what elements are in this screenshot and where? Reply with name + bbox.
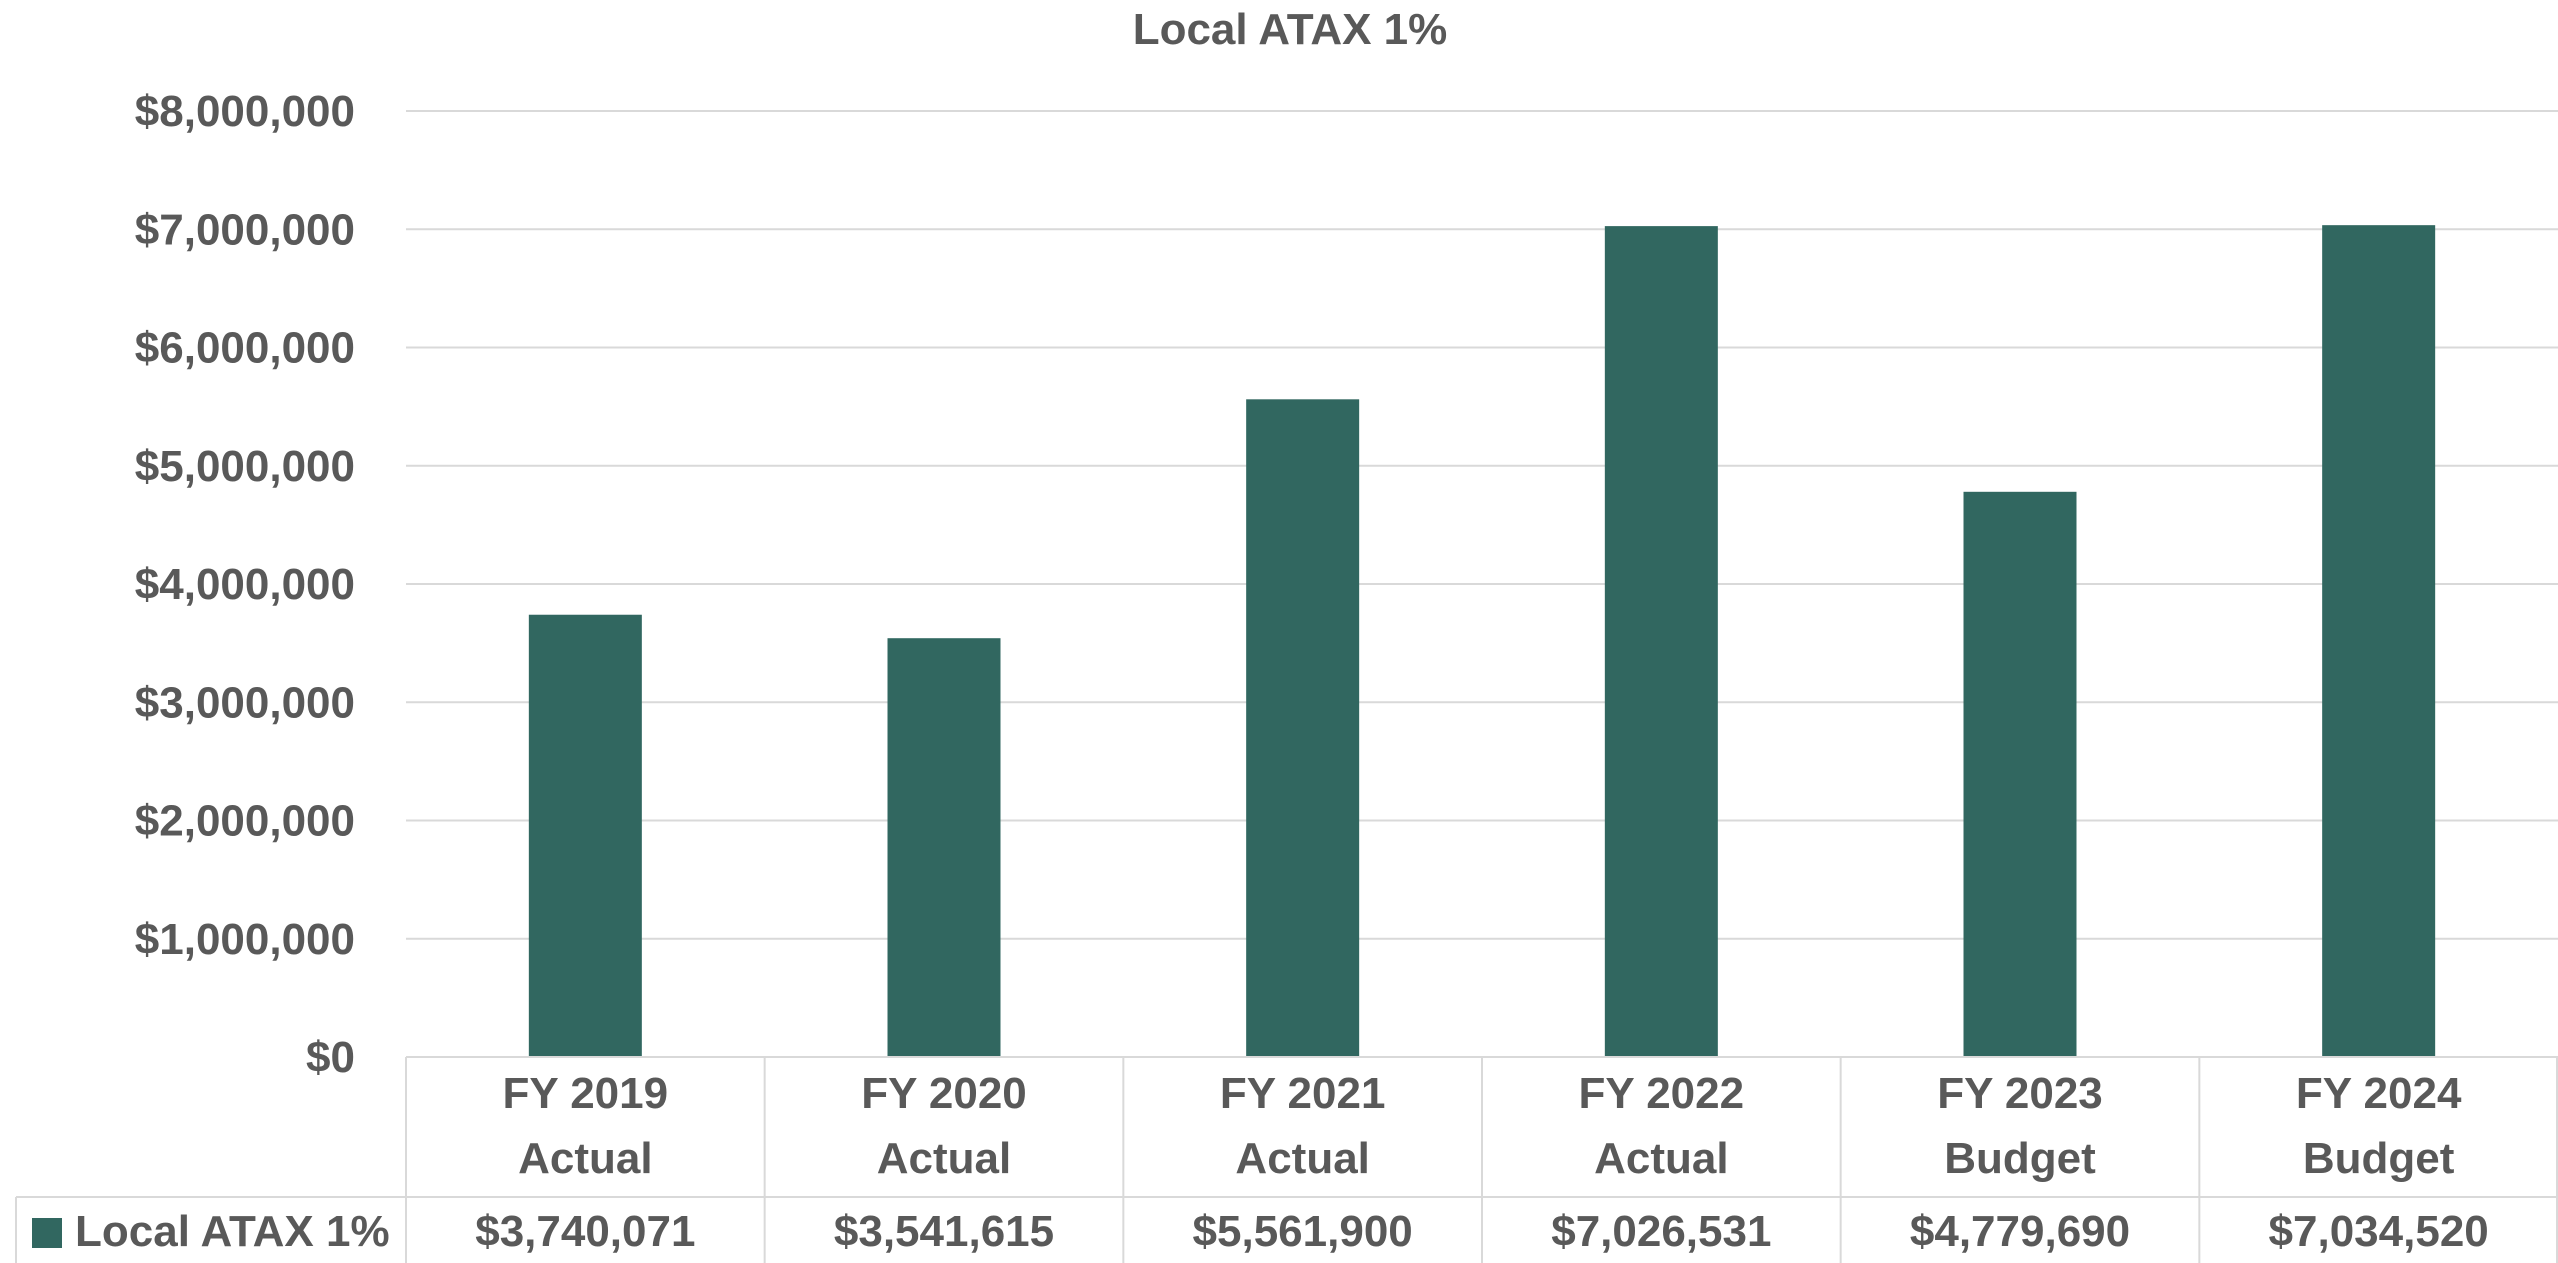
x-category-label-line2: Budget	[1944, 1134, 2096, 1183]
x-category-label-line2: Actual	[518, 1134, 652, 1183]
legend-swatch	[32, 1218, 62, 1248]
x-category-label: FY 2023	[1937, 1069, 2103, 1118]
x-category-label: FY 2020	[861, 1069, 1027, 1118]
bar	[1246, 399, 1360, 1058]
y-tick-label: $4,000,000	[135, 560, 355, 609]
bar	[887, 638, 1001, 1057]
x-category-label: FY 2022	[1579, 1069, 1745, 1118]
data-table: FY 2019 Actual FY 2020 Actual FY 2021 Actual F…	[15, 1056, 2558, 1263]
bar	[1604, 226, 1718, 1057]
data-value-label: $5,561,900	[1193, 1207, 1413, 1256]
x-category-label: FY 2019	[503, 1069, 669, 1118]
chart-title: Local ATAX 1%	[1133, 5, 1448, 54]
x-category-label-line2: Actual	[1235, 1134, 1369, 1183]
x-category-label-line2: Budget	[2303, 1134, 2455, 1183]
y-tick-label: $7,000,000	[135, 205, 355, 254]
y-tick-label: $0	[306, 1033, 355, 1082]
bars	[528, 225, 2436, 1058]
gridlines	[406, 110, 2558, 940]
x-category-label: FY 2021	[1220, 1069, 1386, 1118]
y-tick-label: $3,000,000	[135, 678, 355, 727]
x-category-label-line2: Actual	[1594, 1134, 1728, 1183]
bar	[2322, 225, 2436, 1057]
x-category-label-line2: Actual	[877, 1134, 1011, 1183]
data-value-label: $3,541,615	[834, 1207, 1054, 1256]
data-value-label: $7,026,531	[1551, 1207, 1771, 1256]
y-tick-label: $5,000,000	[135, 442, 355, 491]
bar	[528, 614, 642, 1057]
data-value-label: $4,779,690	[1910, 1207, 2130, 1256]
bar	[1963, 491, 2077, 1058]
y-tick-label: $1,000,000	[135, 915, 355, 964]
y-tick-label: $2,000,000	[135, 797, 355, 846]
y-axis-tick-labels: $0 $1,000,000 $2,000,000 $3,000,000 $4,000,0…	[135, 87, 355, 1082]
y-tick-label: $8,000,000	[135, 87, 355, 136]
data-value-label: $7,034,520	[2269, 1207, 2489, 1256]
data-value-label: $3,740,071	[475, 1207, 695, 1256]
legend-series-name: Local ATAX 1%	[75, 1207, 390, 1256]
y-tick-label: $6,000,000	[135, 324, 355, 373]
x-category-label: FY 2024	[2296, 1069, 2462, 1118]
